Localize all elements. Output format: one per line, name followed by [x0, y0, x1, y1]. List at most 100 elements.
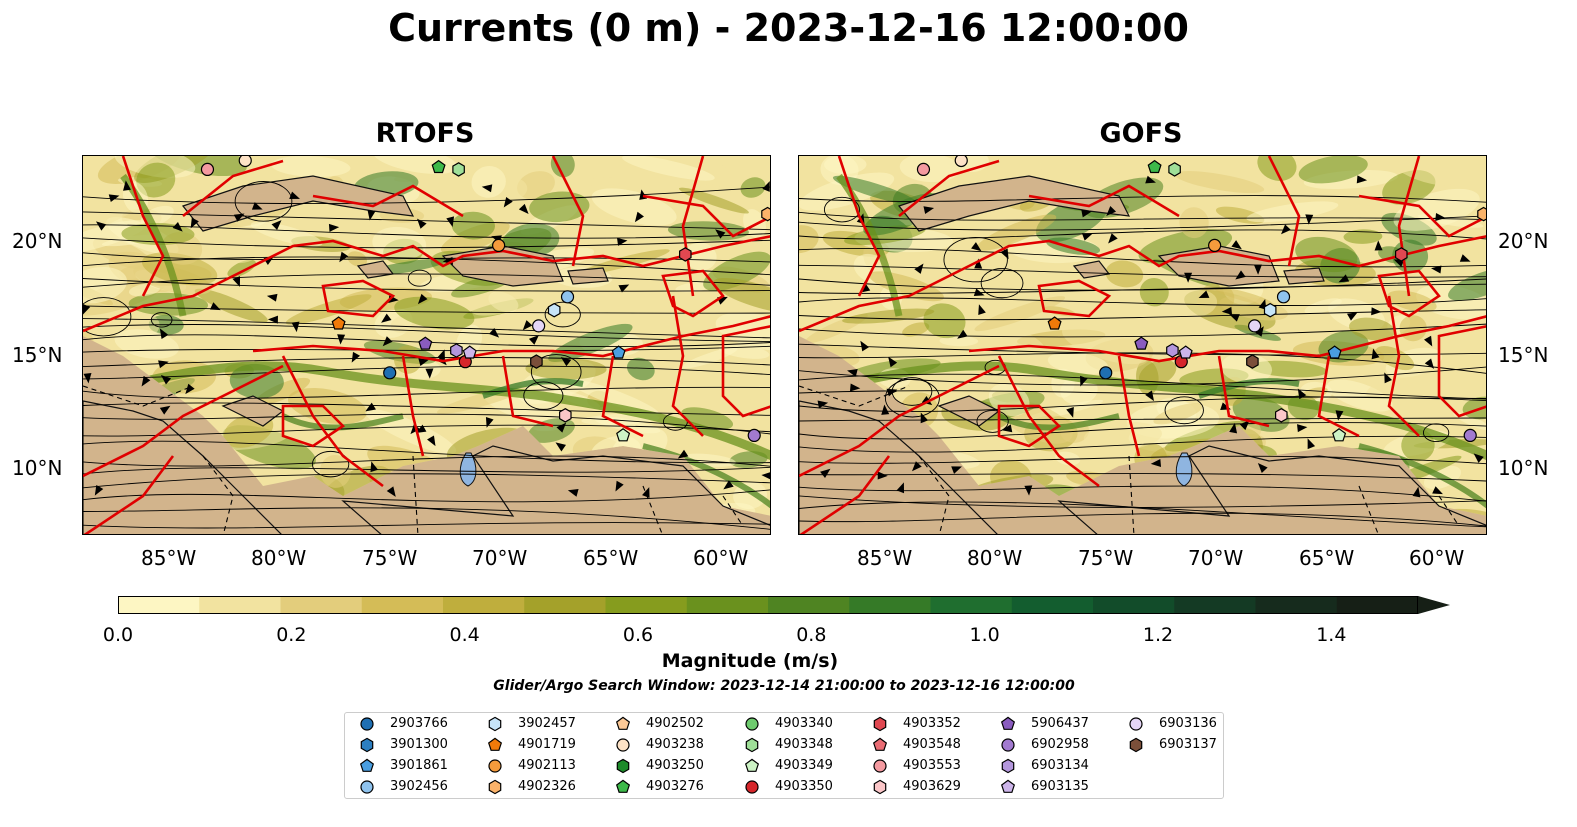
float-marker-4901719	[1047, 316, 1062, 330]
lon-label-85w-right: 85°W	[857, 546, 913, 570]
float-marker-3901861	[611, 345, 626, 359]
float-marker-4903238	[954, 156, 968, 168]
legend-marker	[1001, 758, 1015, 774]
colorbar-extend-arrow	[1418, 596, 1450, 614]
float-marker-4903348	[452, 162, 465, 177]
colorbar-tick-label: 0.6	[622, 624, 654, 646]
legend-marker-pentagon-icon	[487, 737, 503, 751]
colorbar-segment	[361, 596, 444, 614]
legend-label: 4903349	[775, 758, 833, 773]
legend-marker	[360, 737, 374, 753]
float-marker-4903553	[200, 162, 215, 177]
lat-label-10n-right: 10°N	[1498, 456, 1549, 480]
legend-marker-circle-icon	[745, 717, 759, 731]
lon-label-75w-right: 75°W	[1078, 546, 1134, 570]
legend-marker	[616, 738, 630, 752]
float-marker-3902457	[1263, 302, 1277, 318]
legend-marker	[360, 780, 374, 794]
colorbar-tick-label: 0.0	[102, 624, 134, 646]
current-streamlines	[83, 181, 770, 530]
colorbar-tick-label: 0.2	[276, 624, 307, 646]
colorbar-tick-label: 1.4	[1316, 624, 1347, 646]
legend-marker-pentagon-icon	[615, 716, 631, 730]
legend-label: 6903136	[1159, 716, 1217, 731]
legend-marker	[488, 759, 502, 773]
legend-marker	[745, 717, 759, 731]
float-marker-4903352	[678, 247, 692, 262]
legend-marker-hexagon-icon	[360, 737, 374, 753]
lon-label-60w: 60°W	[693, 546, 749, 570]
panel-title-gofs: GOFS	[1099, 118, 1183, 149]
legend-marker-hexagon-icon	[488, 779, 502, 795]
legend-label: 4902502	[646, 716, 704, 731]
legend-marker-hexagon-icon	[488, 716, 502, 732]
colorbar-segment	[524, 596, 606, 614]
lat-label-10n: 10°N	[12, 456, 63, 480]
legend-label: 3901861	[390, 758, 448, 773]
legend-marker-pentagon-icon	[872, 737, 888, 751]
legend-label: 6903134	[1031, 758, 1089, 773]
legend-label: 4903629	[903, 779, 961, 794]
colorbar-segment	[118, 596, 200, 614]
legend-label: 4903276	[646, 779, 704, 794]
eez-boundaries	[799, 156, 1486, 534]
legend-label: 4901719	[518, 737, 576, 752]
legend-label: 6902958	[1031, 737, 1089, 752]
legend-label: 4903348	[775, 737, 833, 752]
legend-marker	[488, 716, 502, 732]
legend-marker	[616, 758, 630, 774]
float-marker-4903629	[559, 408, 572, 423]
lat-label-15n: 15°N	[12, 343, 63, 367]
legend-label: 4903352	[903, 716, 961, 731]
legend-label: 3901300	[390, 737, 448, 752]
map-canvas	[83, 156, 770, 534]
rtofs-current-map	[82, 155, 771, 535]
float-legend: 2903766 3901300 3901861 3902456 3902457 49017…	[344, 712, 1224, 799]
legend-marker	[872, 737, 888, 751]
lat-label-20n: 20°N	[12, 229, 63, 253]
gofs-current-map	[798, 155, 1487, 535]
legend-marker	[615, 779, 631, 793]
lon-label-65w: 65°W	[583, 546, 639, 570]
legend-label: 5906437	[1031, 716, 1089, 731]
float-marker-3901861	[1327, 345, 1342, 359]
legend-marker	[873, 779, 887, 795]
float-marker-6902958	[747, 428, 761, 443]
lon-label-60w-right: 60°W	[1409, 546, 1465, 570]
legend-marker-circle-icon	[488, 759, 502, 773]
lon-label-80w: 80°W	[251, 546, 307, 570]
colorbar-segment	[280, 596, 363, 614]
legend-marker-hexagon-icon	[873, 716, 887, 732]
country-borders	[799, 385, 1460, 534]
float-marker-4902326	[1477, 206, 1486, 222]
colorbar-segment	[1255, 596, 1338, 614]
search-window-text: Glider/Argo Search Window: 2023-12-14 21…	[493, 678, 1075, 694]
lon-label-80w-right: 80°W	[967, 546, 1023, 570]
legend-marker-circle-icon	[1129, 717, 1143, 731]
colorbar-tick-label: 0.8	[796, 624, 827, 646]
colorbar-segment	[1093, 596, 1175, 614]
float-marker-6903134	[1166, 343, 1179, 358]
lake	[459, 452, 477, 487]
legend-label: 4903350	[775, 779, 833, 794]
legend-marker-pentagon-icon	[744, 758, 760, 772]
float-marker-4903349	[1332, 428, 1347, 442]
float-marker-4901719	[331, 316, 346, 330]
colorbar-segment	[768, 596, 850, 614]
float-marker-6903135	[1178, 345, 1193, 359]
streamline-arrows	[83, 180, 770, 498]
legend-marker	[745, 737, 759, 753]
float-marker-2903766	[1099, 366, 1113, 380]
colorbar-segment	[930, 596, 1013, 614]
legend-marker-circle-icon	[1001, 738, 1015, 752]
float-marker-4902113	[492, 238, 506, 253]
legend-marker-hexagon-icon	[873, 779, 887, 795]
float-marker-4903276	[1147, 159, 1162, 174]
float-marker-5906437	[418, 336, 433, 350]
colorbar-segment	[199, 596, 281, 614]
legend-label: 4902326	[518, 779, 576, 794]
magnitude-colorbar	[118, 596, 1450, 614]
legend-label: 4902113	[518, 758, 576, 773]
legend-marker-circle-icon	[745, 780, 759, 794]
legend-marker	[488, 779, 502, 795]
